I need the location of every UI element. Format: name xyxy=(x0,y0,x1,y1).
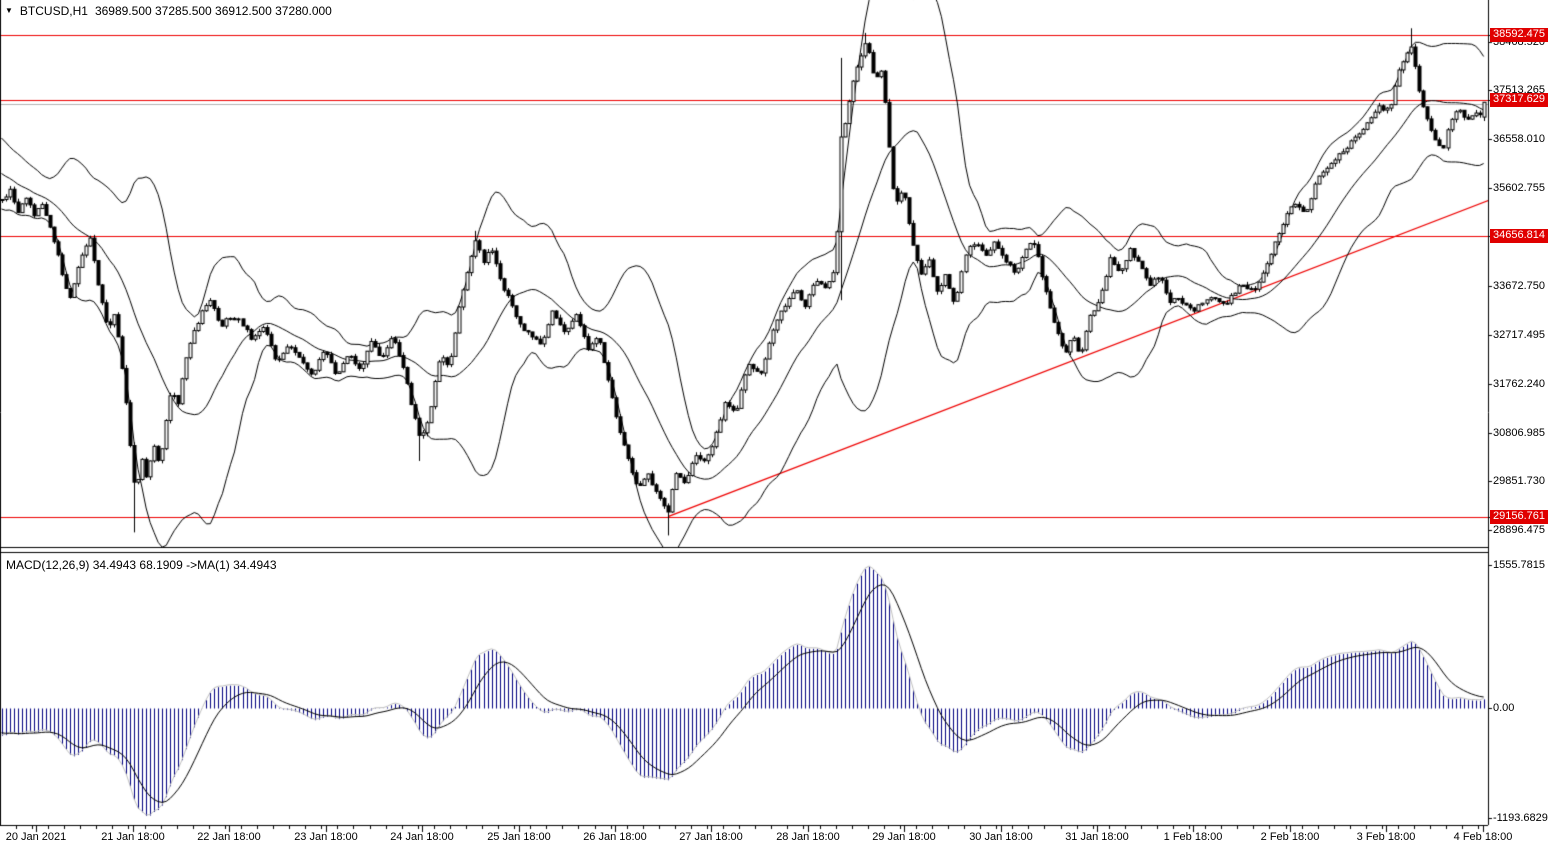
macd-axis-tick: 0.00 xyxy=(1493,702,1515,714)
time-axis-label: 2 Feb 18:00 xyxy=(1260,831,1320,843)
time-axis-label: 22 Jan 18:00 xyxy=(197,831,261,843)
time-axis-label: 27 Jan 18:00 xyxy=(679,831,743,843)
time-axis-label: 28 Jan 18:00 xyxy=(776,831,840,843)
time-axis-label: 24 Jan 18:00 xyxy=(390,831,454,843)
time-axis-label: 25 Jan 18:00 xyxy=(487,831,551,843)
price-level-badge[interactable]: 34656.814 xyxy=(1490,229,1548,244)
price-axis-tick: 28896.475 xyxy=(1493,524,1545,536)
price-axis-tick: 35602.755 xyxy=(1493,181,1545,194)
time-axis-label: 4 Feb 18:00 xyxy=(1453,831,1513,843)
ohlc-values-label: 36989.500 37285.500 36912.500 37280.000 xyxy=(94,4,332,18)
time-axis-label: 23 Jan 18:00 xyxy=(294,831,358,843)
price-level-badge[interactable]: 29156.761 xyxy=(1490,509,1548,524)
symbol-period-label: BTCUSD,H1 xyxy=(19,4,88,18)
time-axis-label: 30 Jan 18:00 xyxy=(969,831,1033,843)
macd-axis-tick: -1193.6829 xyxy=(1493,812,1548,824)
price-level-badge[interactable]: 38592.475 xyxy=(1490,28,1548,43)
time-axis-label: 20 Jan 2021 xyxy=(5,831,67,843)
macd-axis-tick: 1555.7815 xyxy=(1493,559,1545,571)
price-axis-tick: 30806.985 xyxy=(1493,426,1545,439)
price-axis-tick: 32717.495 xyxy=(1493,329,1545,342)
time-axis-label: 26 Jan 18:00 xyxy=(583,831,647,843)
price-axis-tick: 36558.010 xyxy=(1493,133,1545,146)
price-axis-tick: 33672.750 xyxy=(1493,280,1545,293)
price-axis-tick: 31762.240 xyxy=(1493,377,1545,390)
time-axis-label: 21 Jan 18:00 xyxy=(101,831,165,843)
time-axis-label: 31 Jan 18:00 xyxy=(1065,831,1129,843)
macd-indicator-label: MACD(12,26,9) 34.4943 68.1909 ->MA(1) 34… xyxy=(6,558,277,572)
time-axis-label: 1 Feb 18:00 xyxy=(1163,831,1223,843)
time-axis-label: 3 Feb 18:00 xyxy=(1356,831,1416,843)
chart-title-bar: ▼ BTCUSD,H1 36989.500 37285.500 36912.50… xyxy=(5,4,332,18)
price-level-badge[interactable]: 37317.629 xyxy=(1490,93,1548,108)
time-axis-label: 29 Jan 18:00 xyxy=(872,831,936,843)
symbol-dropdown-icon[interactable]: ▼ xyxy=(5,6,13,15)
price-axis-tick: 29851.730 xyxy=(1493,475,1545,488)
